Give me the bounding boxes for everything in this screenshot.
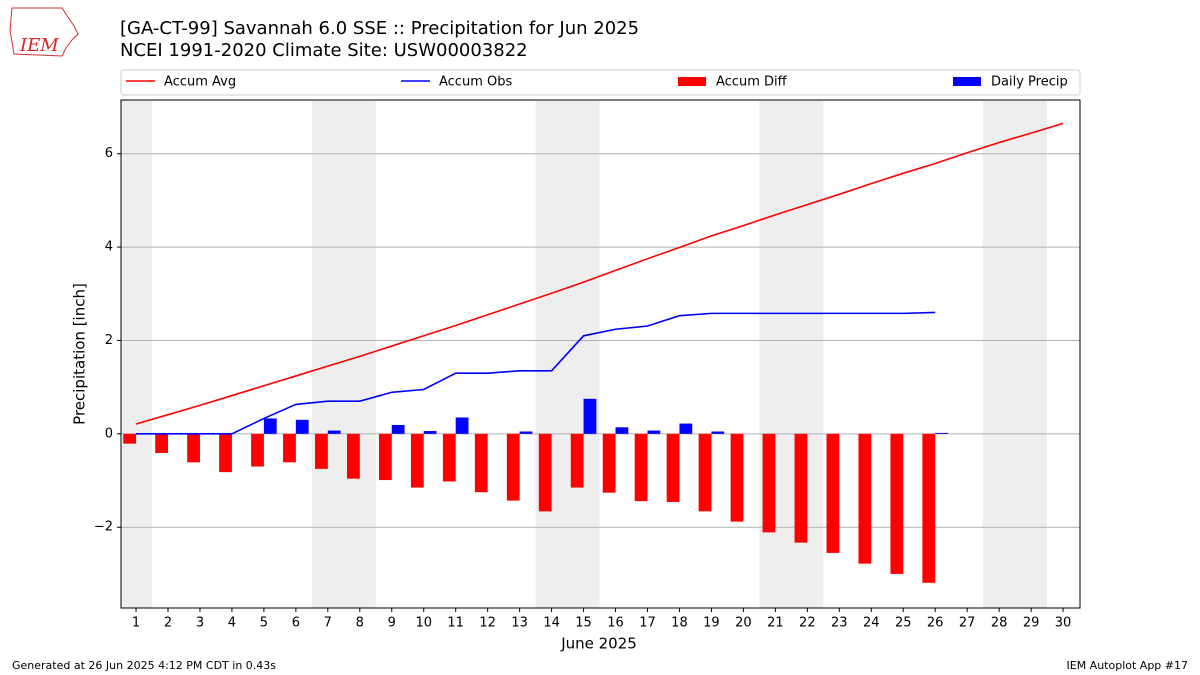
bar: [155, 433, 168, 453]
x-tick-label: 22: [799, 616, 816, 631]
footer-left: Generated at 26 Jun 2025 4:12 PM CDT in …: [12, 659, 276, 672]
x-tick-label: 24: [863, 616, 880, 631]
bar: [378, 433, 392, 481]
logo-outline: [9, 7, 79, 57]
y-tick-label: 6: [105, 146, 113, 161]
x-tick-label: 30: [1055, 616, 1072, 631]
bar: [935, 432, 948, 434]
x-tick-label: 8: [356, 616, 364, 631]
x-tick-label: 26: [927, 616, 944, 631]
bar: [762, 433, 776, 533]
x-tick-label: 16: [607, 616, 624, 631]
line: [136, 311, 936, 435]
bar: [251, 433, 264, 467]
x-tick-label: 17: [639, 616, 656, 631]
bar: [295, 419, 309, 434]
x-tick-label: 27: [959, 616, 976, 631]
x-tick-label: 21: [767, 616, 784, 631]
x-tick-label: 1: [132, 616, 140, 631]
x-tick-label: 3: [196, 616, 204, 631]
x-tick-label: 23: [831, 616, 848, 631]
legend-label: Accum Obs: [439, 75, 512, 90]
bar: [347, 433, 360, 479]
bar: [730, 433, 744, 522]
x-tick-label: 9: [388, 616, 396, 631]
bar: [634, 433, 648, 502]
x-tick-label: 5: [260, 616, 268, 631]
bar: [570, 433, 584, 488]
y-tick-label: 2: [105, 333, 113, 348]
bar: [615, 427, 629, 434]
bar: [474, 433, 488, 493]
bar: [315, 433, 328, 469]
weekend-shade: [983, 100, 1048, 608]
x-tick-label: 2: [164, 616, 172, 631]
bar: [858, 433, 872, 564]
bar: [890, 433, 904, 574]
legend-label: Accum Diff: [716, 75, 788, 90]
bar: [442, 433, 456, 482]
x-tick-label: 18: [671, 616, 688, 631]
y-tick-label: 4: [105, 240, 113, 255]
x-tick-label: 29: [1023, 616, 1040, 631]
x-tick-label: 20: [735, 616, 752, 631]
bar: [602, 433, 616, 493]
bar: [922, 433, 936, 583]
legend-swatch: [953, 77, 981, 86]
bar: [583, 398, 597, 434]
x-tick-label: 4: [228, 616, 236, 631]
x-tick-label: 10: [415, 616, 432, 631]
x-tick-label: 15: [575, 616, 592, 631]
y-tick-label: 0: [105, 426, 113, 441]
x-tick-label: 6: [292, 616, 300, 631]
bar: [123, 433, 137, 444]
bar: [263, 418, 277, 434]
chart-title: [GA-CT-99] Savannah 6.0 SSE :: Precipita…: [120, 18, 639, 39]
bar: [519, 431, 533, 434]
plot-area: [121, 100, 1080, 608]
x-tick-label: 28: [991, 616, 1008, 631]
legend-label: Accum Avg: [164, 75, 236, 90]
chart-subtitle: NCEI 1991-2020 Climate Site: USW00003822: [120, 40, 528, 61]
bar: [391, 424, 405, 434]
legend-box: [120, 69, 1081, 96]
x-tick-label: 7: [324, 616, 332, 631]
x-tick-label: 13: [511, 616, 528, 631]
bar: [410, 433, 424, 488]
footer-right: IEM Autoplot App #17: [1067, 659, 1189, 672]
bar: [794, 433, 808, 543]
bar: [455, 417, 469, 434]
weekend-shade: [121, 100, 153, 608]
x-tick-label: 25: [895, 616, 912, 631]
bar: [423, 431, 437, 434]
x-tick-label: 11: [447, 616, 464, 631]
bar: [698, 433, 712, 512]
x-axis-label: June 2025: [560, 635, 637, 653]
legend-label: Daily Precip: [991, 75, 1068, 90]
bar: [187, 433, 200, 463]
bar: [219, 433, 232, 473]
y-axis-label: Precipitation [inch]: [71, 283, 89, 425]
bar: [666, 433, 680, 503]
logo: IEM: [9, 7, 79, 57]
bar: [711, 431, 725, 434]
plot-frame: [120, 99, 1081, 609]
legend-swatch: [678, 77, 706, 86]
line: [135, 122, 1064, 425]
x-tick-label: 12: [479, 616, 496, 631]
bar: [327, 430, 341, 434]
logo-text: IEM: [19, 35, 59, 56]
bar: [506, 433, 520, 501]
bar: [647, 430, 661, 434]
bar: [538, 433, 552, 512]
x-tick-label: 14: [543, 616, 560, 631]
bar: [283, 433, 296, 463]
y-tick-label: −2: [94, 520, 113, 535]
x-tick-label: 19: [703, 616, 720, 631]
bar: [679, 423, 693, 434]
bar: [826, 433, 840, 553]
